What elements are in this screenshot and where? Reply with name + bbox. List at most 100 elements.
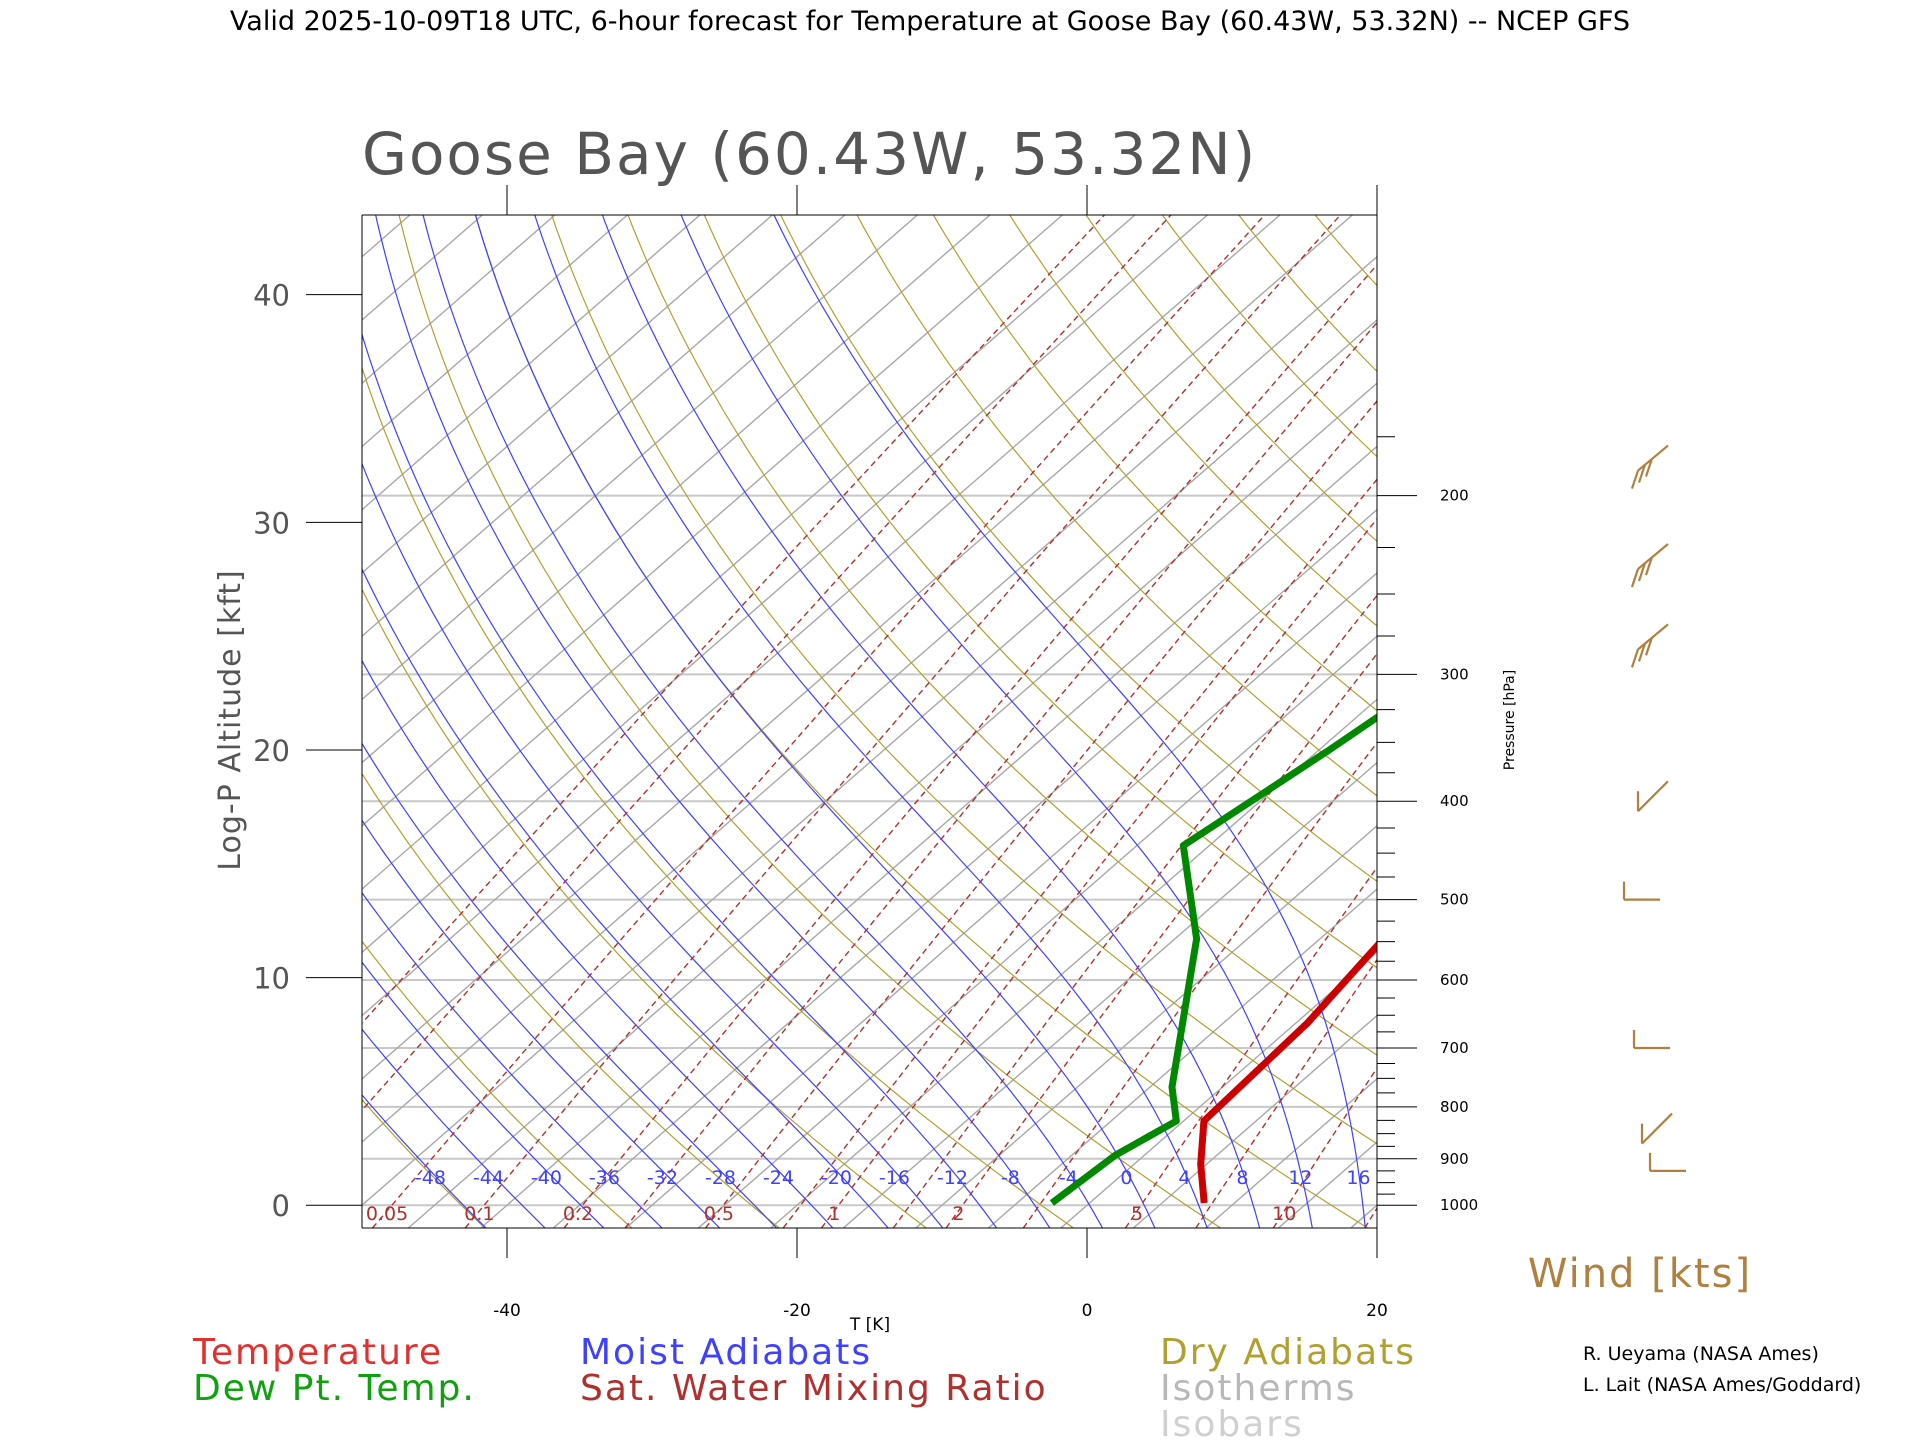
- moist-adiabat-line: [362, 659, 834, 1228]
- moist-adiabat-label: -40: [531, 1167, 562, 1189]
- isotherm-line: [552, 508, 1377, 1228]
- mixing-ratio-line: [1601, 204, 1920, 1228]
- isotherm-line: [362, 215, 1136, 890]
- moist-adiabat-line: [362, 819, 721, 1228]
- temperature-line: [1197, 940, 1377, 1204]
- pressure-axis-label: Pressure [hPa]: [1502, 670, 1518, 770]
- moist-adiabat-line: [362, 567, 889, 1228]
- moist-adiabat-line: [362, 332, 998, 1228]
- moist-adiabat-label: -8: [1001, 1167, 1020, 1189]
- dry-adiabat-line: [932, 215, 1377, 712]
- isotherm-line: [697, 635, 1377, 1228]
- mixing-ratio-line: [1272, 1066, 1377, 1228]
- credit-line-1: R. Ueyama (NASA Ames): [1583, 1343, 1819, 1365]
- isotherm-line: [0, 158, 185, 1251]
- mixing-ratio-line: [464, 215, 1342, 1228]
- wind-barb-staff: [1637, 543, 1669, 570]
- moist-adiabat-line: [601, 215, 1261, 1228]
- isotherm-line: [1470, 158, 1920, 1251]
- dry-adiabat-line: [1381, 204, 1920, 1228]
- moist-adiabat-line: [375, 215, 1051, 1228]
- x-tick-label: -20: [783, 1301, 811, 1321]
- isotherm-line: [362, 215, 846, 638]
- mixing-ratio-label: 5: [1131, 1203, 1143, 1225]
- moist-adiabat-label: -12: [937, 1167, 968, 1189]
- isotherm-line: [842, 761, 1377, 1228]
- mixing-ratio-line: [1530, 204, 1920, 1228]
- moist-adiabat-label: -28: [705, 1167, 736, 1189]
- dry-adiabat-line: [362, 772, 780, 1228]
- pressure-tick-label: 700: [1440, 1039, 1469, 1057]
- mixing-ratio-line: [1485, 204, 1920, 1228]
- moist-adiabat-line: [362, 1094, 487, 1228]
- wind-barb-staff: [1637, 780, 1669, 812]
- mixing-ratio-line: [1364, 1206, 1377, 1228]
- moist-adiabat-line: [680, 215, 1313, 1228]
- isotherm-line: [362, 215, 556, 385]
- isotherm-line: [362, 215, 1281, 1017]
- mixing-ratio-line: [892, 594, 1377, 1228]
- isotherm-line: [362, 215, 774, 574]
- mixing-ratio-line: [704, 399, 1377, 1228]
- dry-adiabat-line: [780, 215, 1377, 883]
- pressure-tick-label: 300: [1440, 665, 1469, 683]
- mixing-ratio-line: [820, 517, 1377, 1228]
- wind-label: Wind [kts]: [1528, 1251, 1752, 1297]
- isotherm-line: [362, 215, 991, 764]
- moist-adiabat-label: 16: [1346, 1167, 1370, 1189]
- mixing-ratio-line: [1195, 958, 1377, 1228]
- wind-barb-staff: [1637, 444, 1669, 472]
- dry-adiabat-line: [362, 365, 1074, 1228]
- mixing-ratio-line: [782, 478, 1377, 1228]
- pressure-tick-label: 200: [1440, 487, 1469, 505]
- isotherm-line: [362, 215, 484, 321]
- wind-barb-staff: [1637, 623, 1669, 651]
- moist-adiabat-label: 4: [1178, 1167, 1190, 1189]
- isotherm-line: [1542, 158, 1920, 1251]
- pressure-tick-label: 600: [1440, 971, 1469, 989]
- chart-title: Goose Bay (60.43W, 53.32N): [362, 120, 1257, 188]
- mixing-ratio-label: 1: [828, 1203, 840, 1225]
- moist-adiabat-label: 12: [1288, 1167, 1312, 1189]
- legend-mixing-ratio: Sat. Water Mixing Ratio: [580, 1368, 1048, 1409]
- wind-barb: [1622, 881, 1660, 901]
- mixing-ratio-label: 0.2: [563, 1203, 593, 1225]
- legend-isobars: Isobars: [1160, 1404, 1304, 1440]
- isotherm-line: [362, 319, 1377, 1207]
- mixing-ratio-label: 10: [1272, 1203, 1296, 1225]
- dry-adiabat-line: [1314, 215, 1377, 287]
- mixing-ratio-line: [945, 652, 1377, 1228]
- isotherm-line: [0, 158, 113, 1251]
- dry-adiabat-line: [1609, 204, 1920, 1228]
- moist-adiabat-lines: [362, 215, 1366, 1228]
- wind-barb-feather: [1644, 637, 1654, 656]
- wind-barb: [1630, 444, 1669, 489]
- isotherm-line: [362, 255, 1377, 1143]
- isotherm-line: [362, 215, 1064, 827]
- x-tick-label: -40: [493, 1301, 521, 1321]
- pressure-tick-label: 1000: [1440, 1196, 1478, 1214]
- wind-barb-feather: [1637, 562, 1647, 582]
- dry-adiabat-line: [1533, 204, 1920, 1228]
- wind-barb-feather: [1644, 556, 1654, 576]
- moist-adiabat-label: -36: [589, 1167, 620, 1189]
- moist-adiabat-line: [773, 215, 1366, 1228]
- wind-barb: [1630, 543, 1669, 588]
- moist-adiabat-line: [422, 215, 1104, 1228]
- dry-adiabat-line: [1685, 204, 1920, 1228]
- y-tick-label: 0: [272, 1189, 290, 1223]
- pressure-tick-label: 900: [1440, 1150, 1469, 1168]
- isotherm-lines: [0, 158, 1920, 1251]
- dry-adiabat-line: [0, 204, 191, 1228]
- dry-adiabat-line: [703, 215, 1377, 969]
- isotherm-line: [1397, 158, 1920, 1251]
- wind-barb-feather: [1637, 643, 1647, 662]
- mixing-ratio-line: [362, 215, 1172, 1112]
- dry-adiabat-lines: [0, 204, 1920, 1228]
- isotherm-line: [1277, 1141, 1377, 1228]
- moist-adiabat-label: -16: [879, 1167, 910, 1189]
- dry-adiabat-line: [856, 215, 1377, 797]
- dry-adiabat-line: [1760, 204, 1920, 1228]
- isotherm-line: [624, 571, 1377, 1228]
